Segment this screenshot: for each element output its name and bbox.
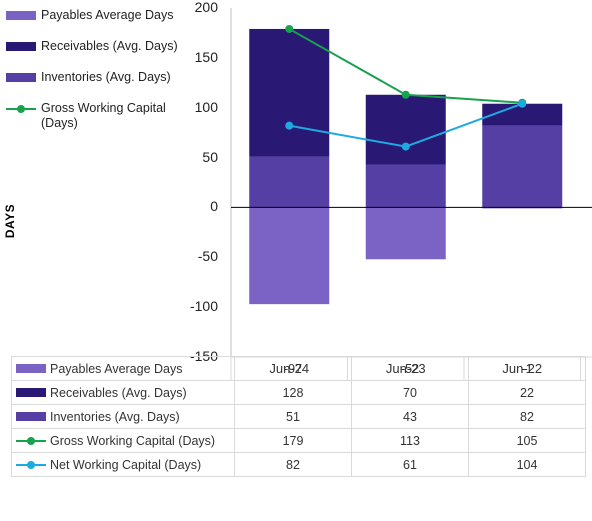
legend-swatch-payables: [6, 11, 36, 20]
table-cell: -97: [234, 356, 352, 381]
table-cell: 70: [351, 380, 469, 405]
table-cell: 43: [351, 404, 469, 429]
bar-inventories-avg-days--jun-24: [249, 156, 330, 208]
table-row: Inventories (Avg. Days) 51 43 82: [11, 404, 586, 429]
data-table: Payables Average Days -97 -52 -1 Receivables…: [11, 356, 586, 477]
table-row-swatch: [16, 385, 46, 400]
table-row-label-cell: Net Working Capital (Days): [11, 452, 235, 477]
table-cell: 104: [468, 452, 586, 477]
table-cell: -52: [351, 356, 469, 381]
legend-item-gross-wc: Gross Working Capital (Days): [6, 101, 196, 141]
table-row-label: Payables Average Days: [50, 361, 183, 376]
legend-label-receivables: Receivables (Avg. Days): [41, 39, 178, 53]
y-tick-label: 0: [210, 198, 218, 215]
legend-label-payables: Payables Average Days: [41, 8, 174, 22]
table-row-label-cell: Receivables (Avg. Days): [11, 380, 235, 405]
legend-swatch-receivables: [6, 42, 36, 51]
table-row: Payables Average Days -97 -52 -1: [11, 356, 586, 381]
table-cell: 82: [234, 452, 352, 477]
point-net-working-capital-days--jun-23: [401, 142, 410, 151]
table-cell: 82: [468, 404, 586, 429]
table-row-swatch: [16, 361, 46, 376]
y-tick-label: -50: [197, 248, 218, 265]
legend-swatch-gross-wc: [6, 104, 36, 113]
point-net-working-capital-days--jun-22: [518, 99, 527, 108]
table-cell: 105: [468, 428, 586, 453]
table-row-label-cell: Gross Working Capital (Days): [11, 428, 235, 453]
bar-inventories-avg-days--jun-22: [482, 125, 563, 208]
legend-label-gross-wc: Gross Working Capital (Days): [41, 101, 166, 130]
legend-label-inventories: Inventories (Avg. Days): [41, 70, 171, 84]
point-gross-working-capital-days--jun-24: [285, 24, 294, 33]
y-tick-label: 100: [194, 98, 218, 115]
point-net-working-capital-days--jun-24: [285, 121, 294, 130]
table-row-label: Gross Working Capital (Days): [50, 433, 216, 448]
table-row-label: Net Working Capital (Days): [50, 457, 202, 472]
y-axis-label: DAYS: [3, 203, 18, 239]
table-cell: 22: [468, 380, 586, 405]
table-row-label-cell: Inventories (Avg. Days): [11, 404, 235, 429]
legend-item-payables: Payables Average Days: [6, 8, 196, 39]
y-tick-label: 150: [194, 48, 218, 65]
bar-inventories-avg-days--jun-23: [365, 164, 446, 208]
table-row-swatch: [16, 409, 46, 424]
y-tick-label: 200: [194, 0, 218, 15]
bar-receivables-avg-days--jun-23: [365, 94, 446, 165]
table-cell: 179: [234, 428, 352, 453]
chart-legend: Payables Average Days Receivables (Avg. …: [6, 8, 196, 141]
bar-payables-average-days-jun-23: [365, 207, 446, 260]
bar-payables-average-days-jun-24: [249, 207, 330, 305]
table-row-label: Inventories (Avg. Days): [50, 409, 180, 424]
table-row: Net Working Capital (Days) 82 61 104: [11, 452, 586, 477]
table-cell: 128: [234, 380, 352, 405]
table-row-label: Receivables (Avg. Days): [50, 385, 187, 400]
table-cell: 61: [351, 452, 469, 477]
bar-receivables-avg-days--jun-22: [482, 103, 563, 126]
table-cell: 113: [351, 428, 469, 453]
y-tick-label: -100: [189, 298, 218, 315]
table-cell: 51: [234, 404, 352, 429]
table-row-swatch: [16, 457, 46, 472]
point-gross-working-capital-days--jun-23: [401, 90, 410, 99]
table-cell: -1: [468, 356, 586, 381]
table-row: Receivables (Avg. Days) 128 70 22: [11, 380, 586, 405]
legend-item-receivables: Receivables (Avg. Days): [6, 39, 196, 70]
legend-swatch-inventories: [6, 73, 36, 82]
table-row: Gross Working Capital (Days) 179 113 105: [11, 428, 586, 453]
table-row-label-cell: Payables Average Days: [11, 356, 235, 381]
y-tick-label: 50: [202, 148, 218, 165]
table-row-swatch: [16, 433, 46, 448]
legend-item-inventories: Inventories (Avg. Days): [6, 70, 196, 101]
bar-receivables-avg-days--jun-24: [249, 28, 330, 157]
